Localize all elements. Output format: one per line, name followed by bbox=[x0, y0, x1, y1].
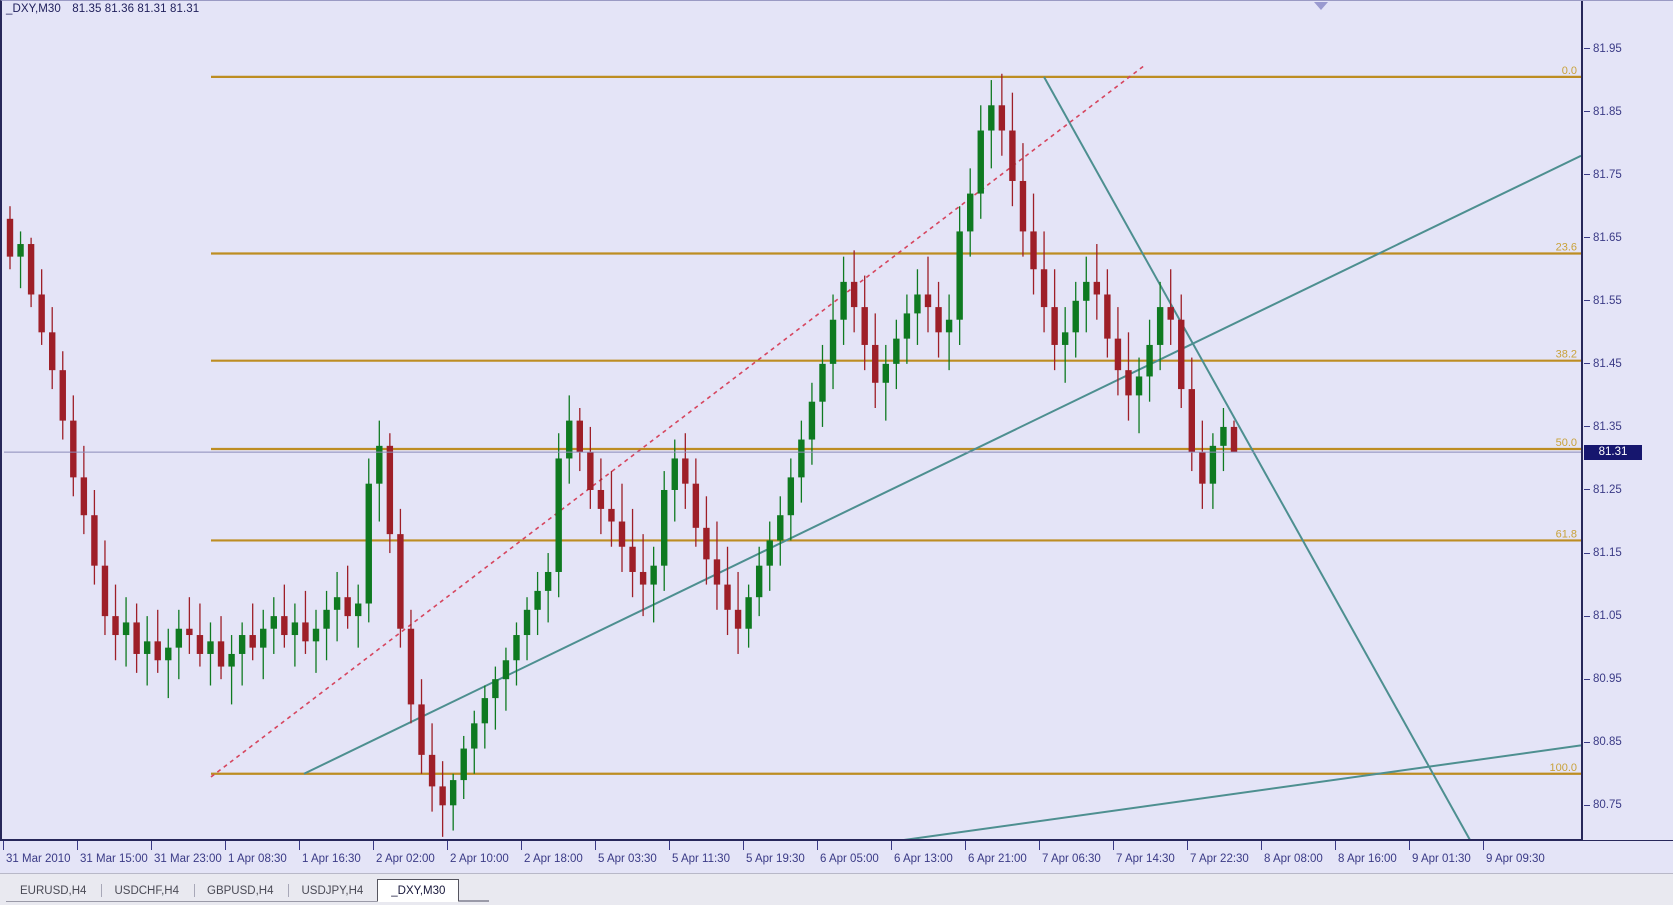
time-tick-label: 9 Apr 01:30 bbox=[1412, 853, 1471, 865]
svg-text:38.2: 38.2 bbox=[1556, 349, 1577, 361]
trendlines-group bbox=[210, 63, 1581, 840]
chart-tab-strip-end bbox=[459, 879, 490, 901]
time-tick-label: 31 Mar 23:00 bbox=[154, 853, 222, 865]
price-tick-label: 81.05 bbox=[1583, 609, 1673, 623]
chart-tab-label: EURUSD,H4 bbox=[20, 884, 87, 897]
chart-symbol-label: _DXY,M30 bbox=[6, 3, 61, 15]
time-tick-mark bbox=[965, 841, 966, 850]
chart-tab-label: USDJPY,H4 bbox=[301, 884, 364, 897]
time-tick-mark bbox=[1187, 841, 1188, 850]
time-tick-mark bbox=[1039, 841, 1040, 850]
svg-text:61.8: 61.8 bbox=[1556, 528, 1577, 540]
time-tick-mark bbox=[669, 841, 670, 850]
time-tick-mark bbox=[1335, 841, 1336, 850]
chart-scroll-marker-icon[interactable] bbox=[1314, 2, 1328, 10]
time-tick-mark bbox=[3, 841, 4, 850]
time-tick-label: 8 Apr 16:00 bbox=[1338, 853, 1397, 865]
price-tick-label: 81.25 bbox=[1583, 483, 1673, 497]
chart-canvas: 0.0 23.6 38.2 50.0 61.8 100.0 bbox=[4, 63, 1581, 840]
price-tick-label: 81.15 bbox=[1583, 546, 1673, 560]
time-tick-mark bbox=[151, 841, 152, 850]
time-tick-label: 7 Apr 22:30 bbox=[1190, 853, 1249, 865]
time-axis[interactable]: 31 Mar 2010 31 Mar 15:00 31 Mar 23:00 1 Apr… bbox=[0, 839, 1673, 873]
chart-plot-area[interactable]: 0.0 23.6 38.2 50.0 61.8 100.0 bbox=[4, 17, 1581, 840]
price-tick-label: 81.95 bbox=[1583, 42, 1673, 56]
time-tick-label: 1 Apr 16:30 bbox=[302, 853, 361, 865]
time-tick-label: 31 Mar 2010 bbox=[6, 853, 71, 865]
chart-window: _DXY,M30 81.35 81.36 81.31 81.31 0.0 23.6… bbox=[0, 0, 1673, 873]
chart-ohlc-values: 81.35 81.36 81.31 81.31 bbox=[72, 3, 200, 15]
time-tick-label: 6 Apr 21:00 bbox=[968, 853, 1027, 865]
time-tick-label: 2 Apr 18:00 bbox=[524, 853, 583, 865]
price-tick-label: 81.45 bbox=[1583, 357, 1673, 371]
time-tick-mark bbox=[1483, 841, 1484, 850]
fibonacci-level-labels: 0.0 23.6 38.2 50.0 61.8 100.0 bbox=[1549, 65, 1577, 774]
svg-text:0.0: 0.0 bbox=[1562, 65, 1577, 77]
chart-tab-label: USDCHF,H4 bbox=[114, 884, 180, 897]
price-tick-label: 81.35 bbox=[1583, 420, 1673, 434]
time-tick-label: 6 Apr 13:00 bbox=[894, 853, 953, 865]
time-tick-label: 5 Apr 03:30 bbox=[598, 853, 657, 865]
time-tick-label: 7 Apr 14:30 bbox=[1116, 853, 1175, 865]
time-tick-mark bbox=[595, 841, 596, 850]
current-price-badge: 81.31 bbox=[1584, 445, 1642, 461]
chart-tab-bar: EURUSD,H4 USDCHF,H4 GBPUSD,H4 USDJPY,H4 _DXY… bbox=[0, 873, 1673, 905]
time-tick-mark bbox=[891, 841, 892, 850]
time-tick-label: 2 Apr 02:00 bbox=[376, 853, 435, 865]
price-tick-label: 81.65 bbox=[1583, 231, 1673, 245]
time-tick-mark bbox=[743, 841, 744, 850]
price-tick-label: 80.85 bbox=[1583, 735, 1673, 749]
price-tick-label: 81.75 bbox=[1583, 168, 1673, 182]
time-tick-label: 7 Apr 06:30 bbox=[1042, 853, 1101, 865]
svg-text:100.0: 100.0 bbox=[1549, 762, 1577, 774]
time-tick-label: 8 Apr 08:00 bbox=[1264, 853, 1323, 865]
price-tick-label: 80.75 bbox=[1583, 798, 1673, 812]
time-tick-label: 2 Apr 10:00 bbox=[450, 853, 509, 865]
chart-symbol-header: _DXY,M30 81.35 81.36 81.31 81.31 bbox=[6, 3, 199, 15]
time-tick-mark bbox=[77, 841, 78, 850]
chart-tab-eurusd-h4[interactable]: EURUSD,H4 bbox=[6, 879, 101, 901]
time-tick-mark bbox=[225, 841, 226, 850]
chart-tab-usdjpy-h4[interactable]: USDJPY,H4 bbox=[287, 879, 378, 901]
chart-tab-strip: EURUSD,H4 USDCHF,H4 GBPUSD,H4 USDJPY,H4 _DXY… bbox=[6, 879, 490, 902]
chart-tab-gbpusd-h4[interactable]: GBPUSD,H4 bbox=[193, 879, 288, 901]
time-tick-mark bbox=[373, 841, 374, 850]
time-tick-mark bbox=[817, 841, 818, 850]
time-tick-mark bbox=[1113, 841, 1114, 850]
time-tick-mark bbox=[299, 841, 300, 850]
price-tick-label: 80.95 bbox=[1583, 672, 1673, 686]
price-tick-label: 81.85 bbox=[1583, 105, 1673, 119]
time-tick-label: 31 Mar 15:00 bbox=[80, 853, 148, 865]
time-tick-label: 5 Apr 11:30 bbox=[672, 853, 730, 865]
svg-text:50.0: 50.0 bbox=[1556, 437, 1577, 449]
time-tick-mark bbox=[447, 841, 448, 850]
price-tick-label: 81.55 bbox=[1583, 294, 1673, 308]
chart-tab-usdchf-h4[interactable]: USDCHF,H4 bbox=[100, 879, 194, 901]
time-tick-label: 6 Apr 05:00 bbox=[820, 853, 879, 865]
time-tick-mark bbox=[1409, 841, 1410, 850]
time-tick-mark bbox=[1261, 841, 1262, 850]
candlestick-series bbox=[6, 73, 1238, 837]
time-tick-label: 1 Apr 08:30 bbox=[228, 853, 287, 865]
chart-tab-label: GBPUSD,H4 bbox=[207, 884, 274, 897]
time-tick-label: 9 Apr 09:30 bbox=[1486, 853, 1545, 865]
chart-tab-label: _DXY,M30 bbox=[391, 884, 446, 897]
time-tick-label: 5 Apr 19:30 bbox=[746, 853, 805, 865]
time-tick-mark bbox=[521, 841, 522, 850]
price-axis[interactable]: 81.95 81.85 81.75 81.65 81.55 81.45 81.35 81.25… bbox=[1581, 1, 1673, 840]
chart-tab-_dxy-m30[interactable]: _DXY,M30 bbox=[377, 879, 460, 902]
svg-text:23.6: 23.6 bbox=[1556, 241, 1577, 253]
